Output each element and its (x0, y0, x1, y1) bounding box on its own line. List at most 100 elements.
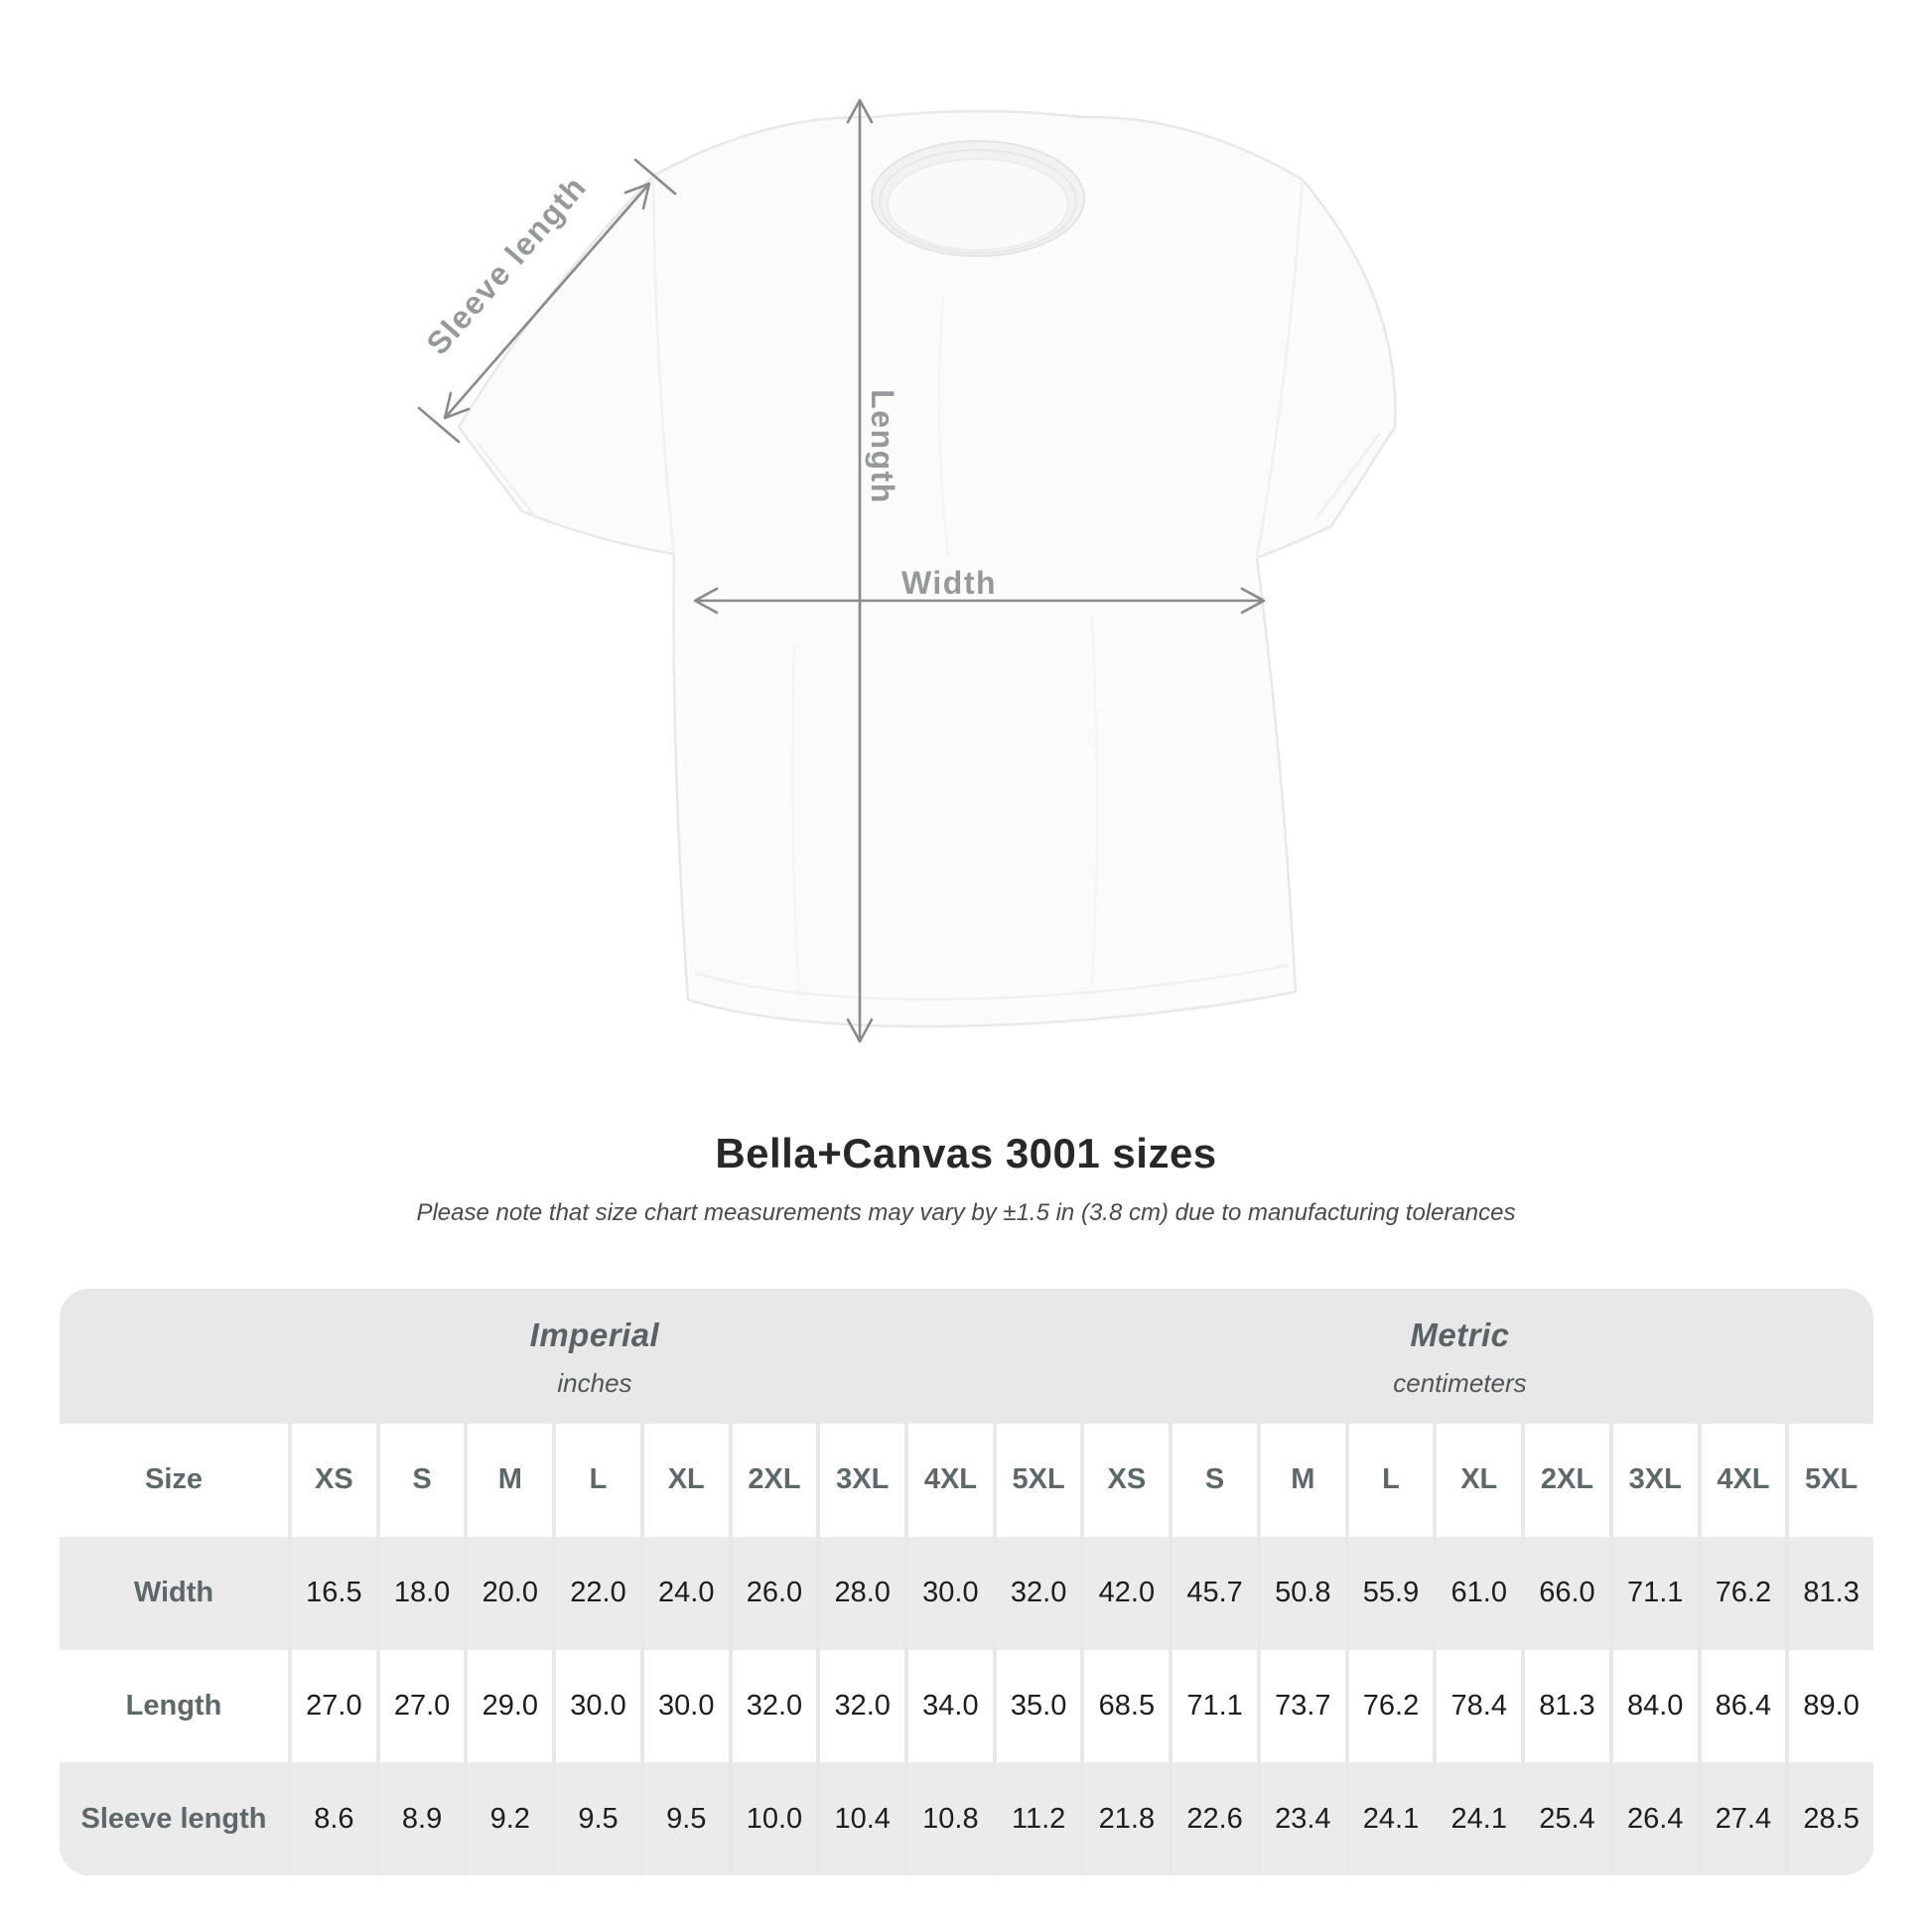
size-column-header: L (1348, 1424, 1434, 1537)
metric-group-header: Metric centimeters (1393, 1316, 1526, 1399)
value-cell: 8.6 (292, 1762, 376, 1875)
size-column-header: 4XL (1701, 1424, 1786, 1537)
value-cell: 32.0 (820, 1649, 905, 1763)
value-cell: 78.4 (1437, 1649, 1522, 1763)
imperial-unit: inches (557, 1368, 632, 1398)
value-cell: 27.0 (379, 1649, 465, 1763)
value-cell: 81.3 (1525, 1649, 1609, 1763)
length-label: Length (865, 389, 900, 504)
value-cell: 30.0 (908, 1536, 993, 1650)
size-header-cell: Size (60, 1424, 288, 1537)
value-cell: 27.4 (1701, 1762, 1786, 1875)
size-column-header: XS (292, 1424, 376, 1537)
sleeve-length-arrow (417, 158, 677, 444)
value-cell: 32.0 (996, 1536, 1081, 1650)
size-column-header: XL (1437, 1424, 1522, 1537)
value-cell: 50.8 (1260, 1536, 1345, 1650)
size-column-header: 5XL (1789, 1424, 1873, 1537)
size-column-header: L (556, 1424, 640, 1537)
fabric-wrinkle (1091, 615, 1098, 984)
value-cell: 24.1 (1348, 1762, 1434, 1875)
value-cell: 22.0 (556, 1536, 640, 1650)
value-cell: 86.4 (1701, 1649, 1786, 1763)
value-cell: 61.0 (1437, 1536, 1522, 1650)
width-arrow (693, 587, 1266, 615)
value-cell: 22.6 (1173, 1762, 1257, 1875)
value-cell: 28.5 (1789, 1762, 1873, 1875)
value-cell: 25.4 (1525, 1762, 1609, 1875)
value-cell: 9.5 (556, 1762, 640, 1875)
fabric-wrinkle (938, 297, 949, 557)
value-cell: 55.9 (1348, 1536, 1434, 1650)
size-column-header: M (468, 1424, 553, 1537)
size-column-header: 3XL (1612, 1424, 1698, 1537)
value-cell: 84.0 (1612, 1649, 1698, 1763)
row-label-length: Length (60, 1649, 288, 1763)
value-cell: 45.7 (1173, 1536, 1257, 1650)
value-cell: 27.0 (292, 1649, 376, 1763)
value-cell: 29.0 (468, 1649, 553, 1763)
value-cell: 66.0 (1525, 1536, 1609, 1650)
neck-opening (887, 158, 1069, 251)
size-table: Imperial inches Metric centimeters Size … (60, 1289, 1873, 1875)
value-cell: 18.0 (379, 1536, 465, 1650)
hem-seam (694, 963, 1290, 1001)
value-cell: 16.5 (292, 1536, 376, 1650)
right-cuff-seam (1314, 432, 1382, 519)
value-cell: 73.7 (1260, 1649, 1345, 1763)
size-column-header: S (379, 1424, 465, 1537)
size-column-header: 2XL (1525, 1424, 1609, 1537)
value-cell: 34.0 (908, 1649, 993, 1763)
value-cell: 76.2 (1348, 1649, 1434, 1763)
value-cell: 9.2 (468, 1762, 553, 1875)
value-cell: 9.5 (643, 1762, 729, 1875)
value-cell: 20.0 (468, 1536, 553, 1650)
tshirt-measurement-diagram: Sleeve length Length Width (417, 98, 1397, 1043)
tolerance-note: Please note that size chart measurements… (416, 1199, 1516, 1226)
size-column-header: 3XL (820, 1424, 905, 1537)
value-cell: 11.2 (996, 1762, 1081, 1875)
size-column-header: S (1173, 1424, 1257, 1537)
value-cell: 35.0 (996, 1649, 1081, 1763)
value-cell: 71.1 (1612, 1536, 1698, 1650)
right-sleeve-seam (1255, 179, 1305, 559)
value-cell: 8.9 (379, 1762, 465, 1875)
fabric-wrinkle (791, 644, 800, 994)
size-column-header: XL (643, 1424, 729, 1537)
value-cell: 89.0 (1789, 1649, 1873, 1763)
value-cell: 32.0 (732, 1649, 817, 1763)
tshirt-silhouette (457, 109, 1397, 1029)
size-column-header: M (1260, 1424, 1345, 1537)
value-cell: 26.0 (732, 1536, 817, 1650)
value-cell: 24.0 (643, 1536, 729, 1650)
row-label-width: Width (60, 1536, 288, 1650)
size-column-header: 2XL (732, 1424, 817, 1537)
imperial-label: Imperial (529, 1316, 660, 1353)
value-cell: 81.3 (1789, 1536, 1873, 1650)
width-label: Width (901, 565, 997, 601)
size-column-header: 5XL (996, 1424, 1081, 1537)
value-cell: 68.5 (1084, 1649, 1170, 1763)
size-grid: Size XS S M L XL 2XL 3XL 4XL 5XL XS S M … (60, 1424, 1873, 1875)
value-cell: 10.8 (908, 1762, 993, 1875)
left-cuff-seam (476, 441, 537, 519)
value-cell: 21.8 (1084, 1762, 1170, 1875)
imperial-group-header: Imperial inches (530, 1316, 660, 1399)
value-cell: 30.0 (643, 1649, 729, 1763)
value-cell: 28.0 (820, 1536, 905, 1650)
metric-unit: centimeters (1393, 1368, 1527, 1398)
value-cell: 10.4 (820, 1762, 905, 1875)
value-cell: 26.4 (1612, 1762, 1698, 1875)
value-cell: 24.1 (1437, 1762, 1522, 1875)
value-cell: 23.4 (1260, 1762, 1345, 1875)
value-cell: 42.0 (1084, 1536, 1170, 1650)
collar-rib-seam (879, 149, 1077, 254)
page-title: Bella+Canvas 3001 sizes (715, 1130, 1217, 1176)
metric-label: Metric (1410, 1316, 1510, 1353)
row-label-sleeve-length: Sleeve length (60, 1762, 288, 1875)
size-column-header: XS (1084, 1424, 1170, 1537)
value-cell: 71.1 (1173, 1649, 1257, 1763)
value-cell: 76.2 (1701, 1536, 1786, 1650)
value-cell: 30.0 (556, 1649, 640, 1763)
length-arrow (846, 98, 874, 1043)
